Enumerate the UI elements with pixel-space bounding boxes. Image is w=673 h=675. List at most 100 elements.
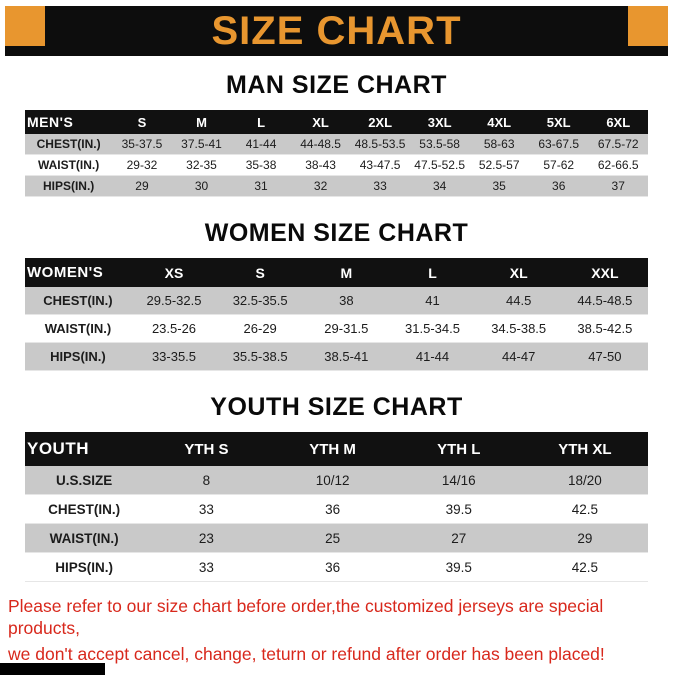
size-cell: 62-66.5 bbox=[588, 154, 648, 176]
size-cell: 31.5-34.5 bbox=[389, 314, 476, 343]
size-cell: 38.5-41 bbox=[303, 342, 390, 371]
orange-corner-right bbox=[628, 6, 668, 46]
table-row: WAIST(IN.) 23.5-26 26-29 29-31.5 31.5-34.5 34… bbox=[25, 314, 648, 343]
table-title-cell: WOMEN'S bbox=[25, 258, 131, 287]
size-cell: 48.5-53.5 bbox=[350, 134, 410, 155]
size-cell: 37 bbox=[588, 175, 648, 197]
column-header: YTH M bbox=[269, 432, 396, 466]
size-cell: 41 bbox=[389, 287, 476, 315]
column-header: XS bbox=[130, 258, 218, 287]
section-women: WOMEN SIZE CHART WOMEN'S XS S M L XL XXL CHEST(… bbox=[0, 219, 673, 371]
column-header: L bbox=[389, 258, 476, 287]
column-header: YTH L bbox=[395, 432, 522, 466]
size-cell: 29 bbox=[521, 523, 648, 553]
column-header: M bbox=[303, 258, 390, 287]
column-header: YTH XL bbox=[521, 432, 648, 466]
size-cell: 39.5 bbox=[395, 552, 522, 582]
size-cell: 44.5-48.5 bbox=[561, 287, 648, 315]
size-cell: 32 bbox=[290, 175, 351, 197]
size-cell: 41-44 bbox=[389, 342, 476, 371]
column-header: L bbox=[231, 110, 291, 134]
size-cell: 29-32 bbox=[112, 154, 172, 176]
size-cell: 10/12 bbox=[269, 466, 396, 495]
size-cell: 42.5 bbox=[521, 494, 648, 524]
size-cell: 39.5 bbox=[395, 494, 522, 524]
size-cell: 44.5 bbox=[475, 287, 562, 315]
column-header: YTH S bbox=[143, 432, 270, 466]
size-cell: 35.5-38.5 bbox=[217, 342, 304, 371]
size-cell: 33 bbox=[143, 552, 270, 582]
size-cell: 31 bbox=[231, 175, 291, 197]
size-cell: 36 bbox=[269, 494, 396, 524]
column-header: 6XL bbox=[588, 110, 648, 134]
row-label: WAIST(IN.) bbox=[25, 314, 131, 343]
footer-line-2: we don't accept cancel, change, teturn o… bbox=[8, 643, 605, 664]
size-cell: 8 bbox=[143, 466, 270, 495]
size-cell: 32.5-35.5 bbox=[217, 287, 304, 315]
size-cell: 18/20 bbox=[521, 466, 648, 495]
table-header-row: MEN'S S M L XL 2XL 3XL 4XL 5XL 6XL bbox=[25, 110, 648, 134]
size-chart-page: SIZE CHART MAN SIZE CHART MEN'S S M L XL 2XL 3… bbox=[0, 6, 673, 675]
women-size-table: WOMEN'S XS S M L XL XXL CHEST(IN.) 29.5-32.5 32.5… bbox=[25, 258, 648, 371]
youth-size-table: YOUTH YTH S YTH M YTH L YTH XL U.S.SIZE 8 10/12… bbox=[25, 432, 648, 582]
size-cell: 47-50 bbox=[561, 342, 648, 371]
size-cell: 27 bbox=[395, 523, 522, 553]
column-header: XXL bbox=[561, 258, 648, 287]
size-cell: 36 bbox=[269, 552, 396, 582]
table-row: CHEST(IN.) 29.5-32.5 32.5-35.5 38 41 44.5 44.5… bbox=[25, 287, 648, 315]
orange-corner-left bbox=[5, 6, 45, 46]
row-label: CHEST(IN.) bbox=[25, 134, 113, 155]
size-cell: 44-47 bbox=[475, 342, 562, 371]
column-header: 5XL bbox=[528, 110, 589, 134]
table-row: WAIST(IN.) 23 25 27 29 bbox=[25, 523, 648, 553]
size-cell: 29 bbox=[112, 175, 172, 197]
size-cell: 23.5-26 bbox=[130, 314, 218, 343]
row-label: WAIST(IN.) bbox=[25, 154, 113, 176]
size-cell: 47.5-52.5 bbox=[409, 154, 470, 176]
column-header: S bbox=[217, 258, 304, 287]
row-label: HIPS(IN.) bbox=[25, 175, 113, 197]
table-row: CHEST(IN.) 33 36 39.5 42.5 bbox=[25, 494, 648, 524]
table-title-cell: YOUTH bbox=[25, 432, 144, 466]
size-cell: 14/16 bbox=[395, 466, 522, 495]
section-men: MAN SIZE CHART MEN'S S M L XL 2XL 3XL 4XL 5XL 6XL… bbox=[0, 71, 673, 197]
table-row: CHEST(IN.) 35-37.5 37.5-41 41-44 44-48.5 48.5… bbox=[25, 134, 648, 155]
size-cell: 52.5-57 bbox=[469, 154, 529, 176]
size-cell: 44-48.5 bbox=[290, 134, 351, 155]
table-header-row: WOMEN'S XS S M L XL XXL bbox=[25, 258, 648, 287]
table-row: U.S.SIZE 8 10/12 14/16 18/20 bbox=[25, 466, 648, 495]
size-cell: 53.5-58 bbox=[409, 134, 470, 155]
table-row: WAIST(IN.) 29-32 32-35 35-38 38-43 43-47.5 47.… bbox=[25, 154, 648, 176]
row-label: U.S.SIZE bbox=[25, 466, 144, 495]
section-youth: YOUTH SIZE CHART YOUTH YTH S YTH M YTH L YTH… bbox=[0, 393, 673, 582]
row-label: CHEST(IN.) bbox=[25, 494, 144, 524]
size-cell: 43-47.5 bbox=[350, 154, 410, 176]
size-cell: 36 bbox=[528, 175, 589, 197]
women-section-heading: WOMEN SIZE CHART bbox=[204, 219, 469, 247]
table-row: HIPS(IN.) 29 30 31 32 33 34 35 36 37 bbox=[25, 175, 648, 197]
size-cell: 38 bbox=[303, 287, 390, 315]
size-cell: 38.5-42.5 bbox=[561, 314, 648, 343]
size-cell: 35-37.5 bbox=[112, 134, 172, 155]
size-cell: 35 bbox=[469, 175, 529, 197]
column-header: 2XL bbox=[350, 110, 410, 134]
size-cell: 30 bbox=[171, 175, 232, 197]
column-header: S bbox=[112, 110, 172, 134]
column-header: 4XL bbox=[469, 110, 529, 134]
size-cell: 33 bbox=[350, 175, 410, 197]
size-cell: 33-35.5 bbox=[130, 342, 218, 371]
size-cell: 41-44 bbox=[231, 134, 291, 155]
size-cell: 33 bbox=[143, 494, 270, 524]
size-cell: 34.5-38.5 bbox=[475, 314, 562, 343]
size-cell: 57-62 bbox=[528, 154, 589, 176]
row-label: HIPS(IN.) bbox=[25, 342, 131, 371]
men-size-table: MEN'S S M L XL 2XL 3XL 4XL 5XL 6XL CHEST(IN.) 35-37… bbox=[25, 110, 648, 197]
page-title: SIZE CHART bbox=[211, 8, 462, 53]
row-label: CHEST(IN.) bbox=[25, 287, 131, 315]
size-cell: 42.5 bbox=[521, 552, 648, 582]
column-header: XL bbox=[290, 110, 351, 134]
size-cell: 34 bbox=[409, 175, 470, 197]
table-header-row: YOUTH YTH S YTH M YTH L YTH XL bbox=[25, 432, 648, 466]
footer-line-1: Please refer to our size chart before or… bbox=[8, 596, 604, 638]
row-label: HIPS(IN.) bbox=[25, 552, 144, 582]
